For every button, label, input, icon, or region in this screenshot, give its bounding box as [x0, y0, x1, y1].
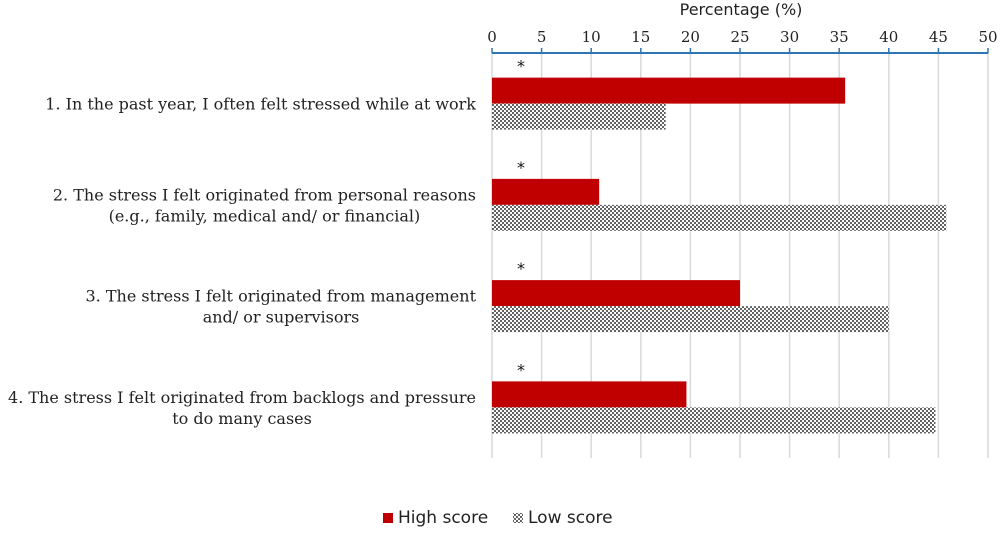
x-tick-label: 15: [631, 28, 650, 46]
category-label: 3. The stress I felt originated from man…: [85, 287, 476, 306]
bar-high-score: [492, 280, 740, 307]
x-tick-label: 40: [879, 28, 898, 46]
x-tick-label: 45: [929, 28, 948, 46]
bar-low-score: [492, 306, 889, 333]
x-axis-title: Percentage (%): [680, 0, 803, 19]
x-tick-label: 10: [582, 28, 601, 46]
significance-star: *: [517, 259, 525, 278]
x-tick-label: 30: [780, 28, 799, 46]
bar-low-score: [492, 204, 947, 231]
legend: High score Low score: [383, 508, 613, 528]
bar-high-score: [492, 381, 687, 408]
bars: [492, 77, 947, 434]
category-label: (e.g., family, medical and/ or financial…: [109, 206, 421, 225]
significance-star: *: [517, 158, 525, 177]
x-tick-label: 0: [487, 28, 497, 46]
x-tick-label: 50: [978, 28, 997, 46]
significance-star: *: [517, 360, 525, 379]
category-label: 1. In the past year, I often felt stress…: [45, 95, 476, 114]
legend-swatch-high-score: [383, 513, 393, 523]
bar-high-score: [492, 77, 846, 104]
category-label: 4. The stress I felt originated from bac…: [8, 388, 476, 407]
x-axis-ticks: 0 5 10 15 20 25 30 35 40 45 50: [487, 28, 998, 53]
bar-high-score: [492, 178, 600, 205]
legend-label: High score: [398, 508, 488, 528]
category-labels: 1. In the past year, I often felt stress…: [8, 95, 477, 428]
bar-low-score: [492, 407, 936, 434]
category-label: to do many cases: [172, 409, 312, 428]
bar-low-score: [492, 103, 666, 130]
significance-markers: * * * *: [517, 57, 525, 380]
x-tick-label: 35: [830, 28, 849, 46]
legend-label: Low score: [528, 508, 613, 528]
category-label: 2. The stress I felt originated from per…: [53, 185, 476, 204]
x-tick-label: 5: [537, 28, 547, 46]
significance-star: *: [517, 57, 525, 76]
x-tick-label: 25: [730, 28, 749, 46]
x-tick-label: 20: [681, 28, 700, 46]
category-label: and/ or supervisors: [203, 308, 360, 327]
legend-swatch-low-score: [513, 513, 523, 523]
